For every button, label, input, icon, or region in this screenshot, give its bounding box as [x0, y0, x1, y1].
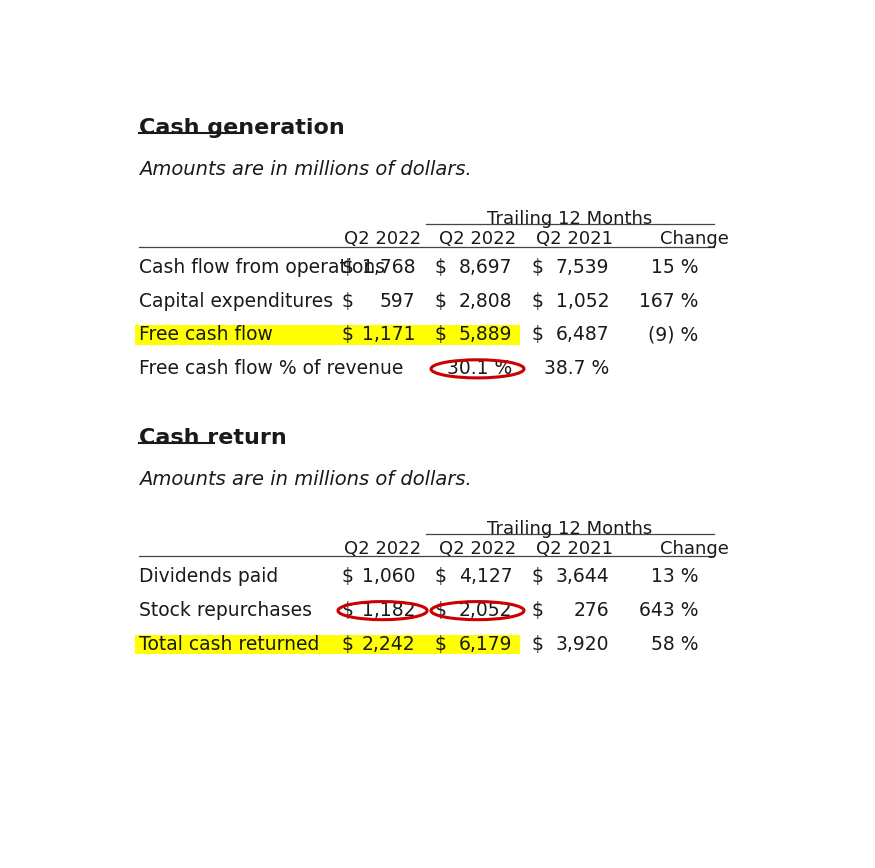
Text: $: $: [342, 326, 354, 345]
Text: Stock repurchases: Stock repurchases: [139, 602, 312, 620]
Text: 1,768: 1,768: [362, 258, 416, 277]
Text: 1,182: 1,182: [362, 602, 416, 620]
Text: $: $: [532, 292, 543, 311]
Text: $: $: [532, 635, 543, 654]
Text: Cash return: Cash return: [139, 428, 287, 448]
Text: Dividends paid: Dividends paid: [139, 568, 278, 586]
Text: Cash generation: Cash generation: [139, 118, 345, 138]
Text: (9) %: (9) %: [648, 326, 698, 345]
Text: 8,697: 8,697: [458, 258, 513, 277]
Text: Amounts are in millions of dollars.: Amounts are in millions of dollars.: [139, 161, 472, 180]
Text: $: $: [435, 326, 447, 345]
FancyBboxPatch shape: [135, 326, 520, 345]
Text: 13 %: 13 %: [651, 568, 698, 586]
Text: $: $: [342, 602, 354, 620]
Text: Q2 2021: Q2 2021: [536, 540, 612, 558]
Text: Free cash flow % of revenue: Free cash flow % of revenue: [139, 359, 403, 378]
Text: 7,539: 7,539: [556, 258, 609, 277]
Text: 1,052: 1,052: [556, 292, 609, 311]
Text: 276: 276: [574, 602, 609, 620]
Text: $: $: [532, 326, 543, 345]
Text: Q2 2021: Q2 2021: [536, 230, 612, 248]
Text: Total cash returned: Total cash returned: [139, 635, 319, 654]
Text: 4,127: 4,127: [458, 568, 513, 586]
Text: Q2 2022: Q2 2022: [439, 540, 516, 558]
Text: 597: 597: [380, 292, 416, 311]
Text: $: $: [532, 602, 543, 620]
Text: 15 %: 15 %: [651, 258, 698, 277]
Text: 167 %: 167 %: [639, 292, 698, 311]
Text: 3,644: 3,644: [556, 568, 609, 586]
Text: 3,920: 3,920: [556, 635, 609, 654]
Text: 58 %: 58 %: [651, 635, 698, 654]
Text: $: $: [435, 258, 447, 277]
Text: Q2 2022: Q2 2022: [344, 540, 421, 558]
Text: $: $: [342, 568, 354, 586]
Text: $: $: [435, 568, 447, 586]
Text: $: $: [435, 602, 447, 620]
Text: 5,889: 5,889: [458, 326, 513, 345]
Text: 1,060: 1,060: [362, 568, 416, 586]
Text: 2,242: 2,242: [362, 635, 416, 654]
Text: 30.1 %: 30.1 %: [447, 359, 513, 378]
Text: Cash flow from operations: Cash flow from operations: [139, 258, 385, 277]
Text: Change: Change: [660, 230, 729, 248]
Text: 6,487: 6,487: [556, 326, 609, 345]
Text: 38.7 %: 38.7 %: [544, 359, 609, 378]
Text: 1,171: 1,171: [362, 326, 416, 345]
FancyBboxPatch shape: [135, 635, 520, 654]
Text: Change: Change: [660, 540, 729, 558]
Text: 2,052: 2,052: [458, 602, 513, 620]
Text: $: $: [342, 635, 354, 654]
Text: Q2 2022: Q2 2022: [344, 230, 421, 248]
Text: $: $: [532, 568, 543, 586]
Text: Q2 2022: Q2 2022: [439, 230, 516, 248]
Text: Capital expenditures: Capital expenditures: [139, 292, 333, 311]
Text: 6,179: 6,179: [458, 635, 513, 654]
Text: Free cash flow: Free cash flow: [139, 326, 273, 345]
Text: 643 %: 643 %: [639, 602, 698, 620]
Text: $: $: [532, 258, 543, 277]
Text: Amounts are in millions of dollars.: Amounts are in millions of dollars.: [139, 470, 472, 489]
Text: 2,808: 2,808: [458, 292, 513, 311]
Text: $: $: [435, 292, 447, 311]
Text: $: $: [435, 635, 447, 654]
Text: $: $: [342, 292, 354, 311]
Text: $: $: [342, 258, 354, 277]
Text: Trailing 12 Months: Trailing 12 Months: [487, 210, 653, 228]
Text: Trailing 12 Months: Trailing 12 Months: [487, 520, 653, 538]
